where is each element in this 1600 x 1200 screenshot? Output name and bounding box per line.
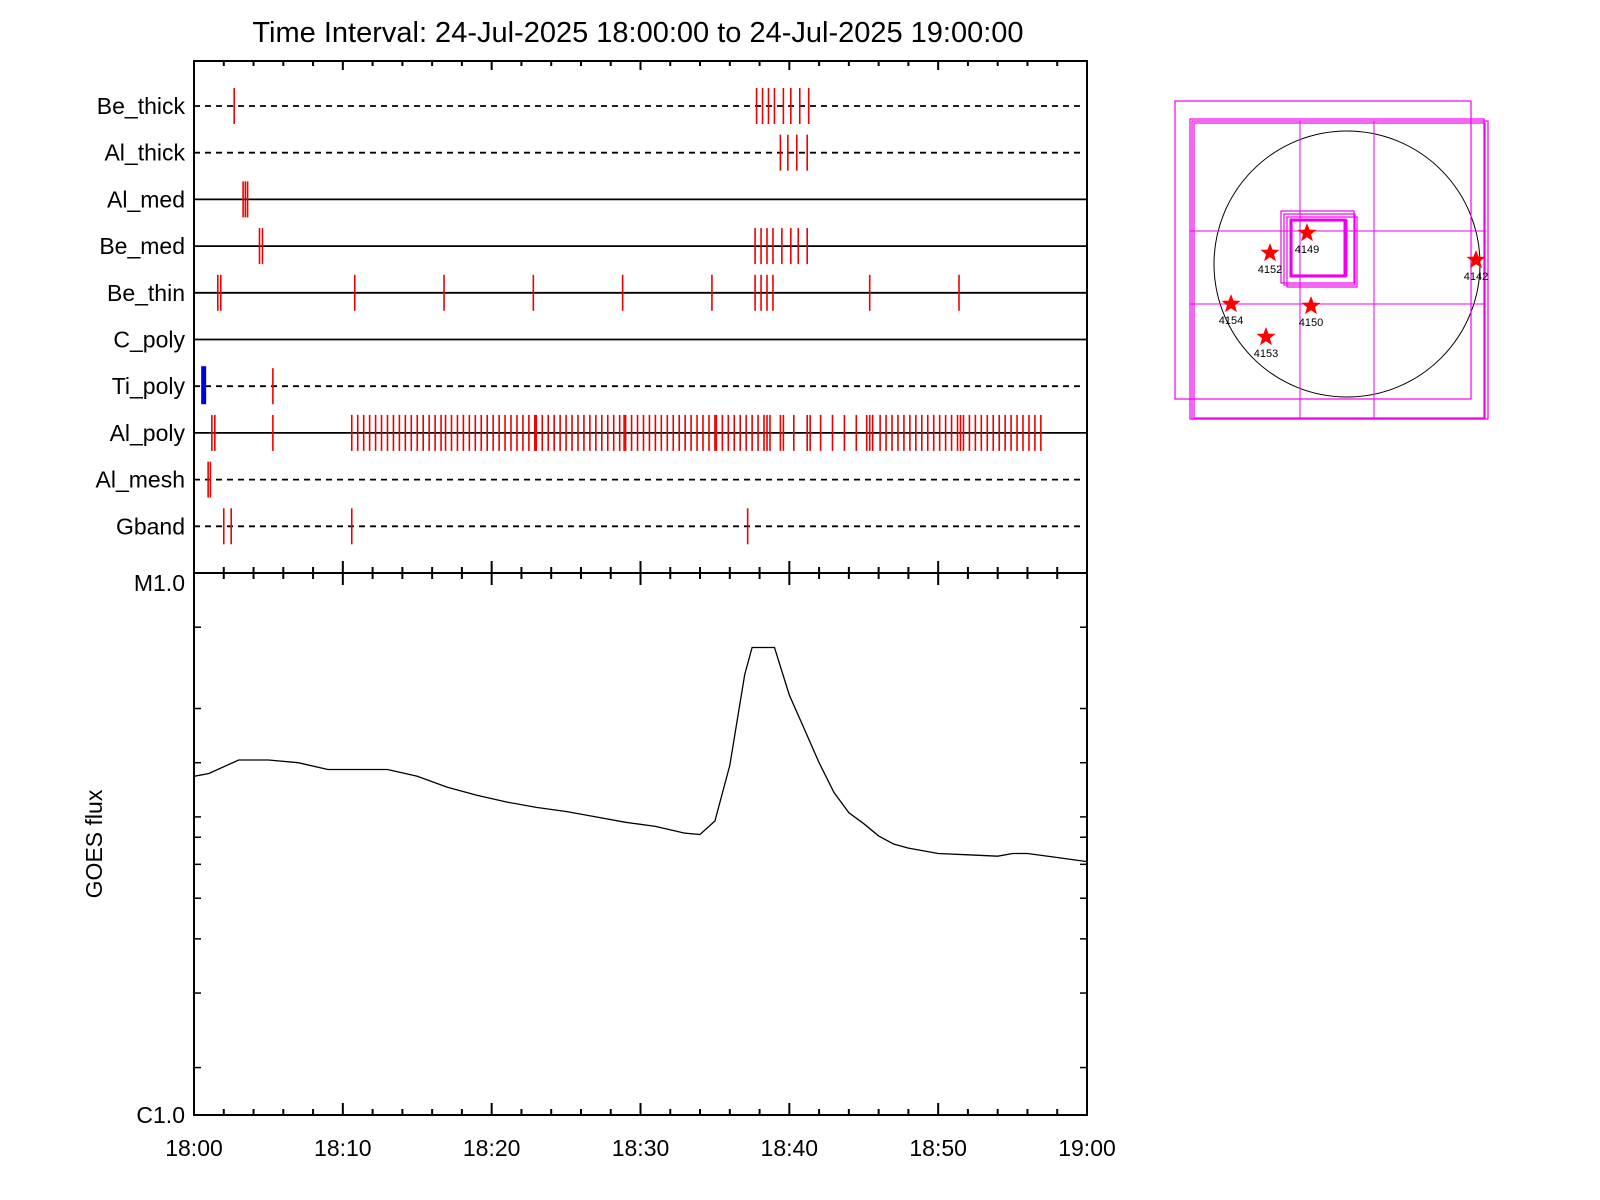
x-tick-label: 18:10 [314, 1135, 372, 1161]
goes-flux-curve [193, 646, 1088, 863]
goes-frame [193, 572, 1088, 1116]
timeline-row-label: Gband [116, 513, 185, 539]
field-of-view-box [1189, 118, 1485, 420]
field-of-view-box [1283, 213, 1356, 286]
solar-disk-map: 4149 4152 4142 4154 4150 4153 [1174, 100, 1489, 420]
active-region-label: 4154 [1219, 315, 1243, 327]
active-region-label: 4150 [1299, 317, 1323, 329]
x-tick-label: 19:00 [1058, 1135, 1116, 1161]
x-tick-label: 18:40 [761, 1135, 819, 1161]
active-region-star [1221, 294, 1241, 313]
active-region-label: 4153 [1254, 348, 1278, 360]
x-tick-label: 18:20 [463, 1135, 521, 1161]
x-tick-label: 18:50 [909, 1135, 967, 1161]
active-region-star [1260, 243, 1280, 262]
chart-title: Time Interval: 24-Jul-2025 18:00:00 to 2… [252, 17, 1023, 49]
timeline-row-label: Ti_poly [112, 373, 186, 399]
timeline-row-label: Be_thick [97, 93, 186, 119]
y-axis-label: GOES flux [81, 789, 107, 898]
timeline-row-label: Al_mesh [96, 467, 185, 493]
x-tick-label: 18:30 [612, 1135, 670, 1161]
active-region-label: 4152 [1258, 264, 1282, 276]
field-of-view-box [1193, 122, 1486, 419]
x-tick-label: 18:00 [165, 1135, 223, 1161]
y-tick-label: M1.0 [134, 570, 185, 596]
timeline-row-label: Be_med [99, 233, 185, 259]
active-region-label: 4149 [1295, 244, 1319, 256]
timeline-panel: Be_thick Al_thick Al_med Be_med Be_thin C_pol… [96, 60, 1088, 574]
active-region-star [1301, 296, 1321, 315]
active-field-box [1289, 218, 1347, 278]
field-of-view-box [1174, 100, 1472, 400]
goes-flux-panel: 18:00 18:10 18:20 18:30 18:40 18:50 19:00 C1.0 M… [81, 561, 1116, 1161]
timeline-frame [193, 60, 1088, 574]
timeline-row-label: C_poly [113, 327, 185, 353]
timeline-row-label: Be_thin [107, 280, 185, 306]
field-of-view-box [1191, 120, 1489, 420]
active-region-star [1297, 223, 1317, 242]
active-region-star [1256, 327, 1276, 346]
timeline-row-label: Al_poly [110, 420, 186, 446]
active-region-label: 4142 [1464, 271, 1488, 283]
field-of-view-box [1280, 210, 1355, 284]
y-tick-label: C1.0 [136, 1102, 185, 1128]
timeline-row-label: Al_med [107, 186, 185, 212]
active-region-star [1466, 250, 1486, 269]
timeline-row-label: Al_thick [104, 140, 185, 166]
field-of-view-box [1286, 216, 1358, 288]
